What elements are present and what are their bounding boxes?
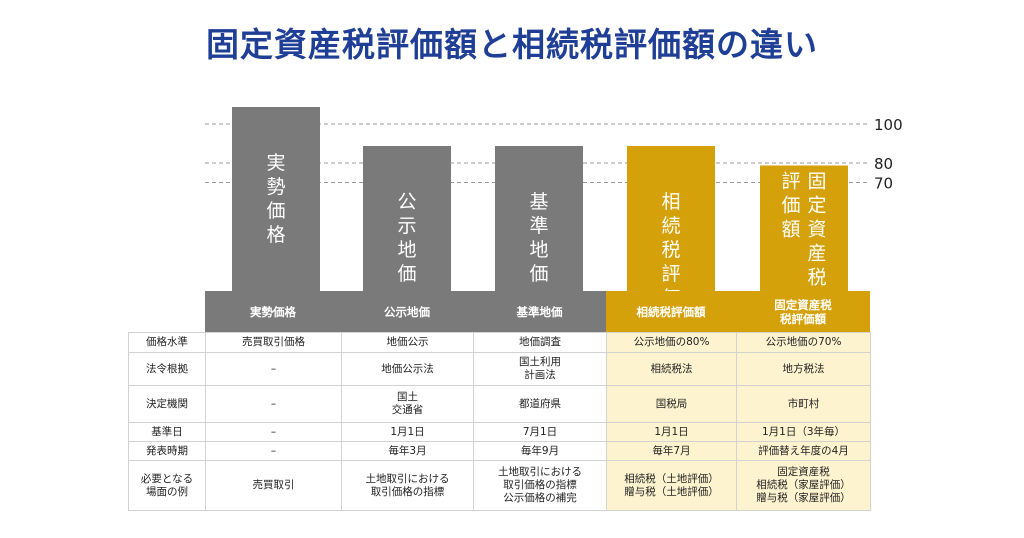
table-cell: 相続税（土地評価） 贈与税（土地評価） bbox=[606, 460, 737, 511]
bar-4 bbox=[627, 146, 715, 291]
table-cell: 地価公示法 bbox=[341, 352, 474, 386]
table-row: 必要となる 場面の例 売買取引 土地取引における 取引価格の指標 土地取引におけ… bbox=[128, 460, 871, 511]
table-cell: 地方税法 bbox=[736, 352, 871, 386]
bar-3 bbox=[495, 146, 583, 291]
row-label: 価格水準 bbox=[128, 332, 206, 353]
table-cell: 市町村 bbox=[736, 385, 871, 423]
table-cell: 公示地価の70% bbox=[736, 332, 871, 353]
table-cell: 1月1日 bbox=[341, 422, 474, 442]
table-row: 法令根拠 – 地価公示法 国土利用 計画法 相続税法 地方税法 bbox=[128, 352, 871, 386]
bar-5 bbox=[760, 165, 848, 291]
table-cell: 土地取引における 取引価格の指標 bbox=[341, 460, 474, 511]
table-row: 発表時期 – 毎年3月 毎年9月 毎年7月 評価替え年度の4月 bbox=[128, 441, 871, 461]
bar-2 bbox=[363, 146, 451, 291]
price-level-chart: 100 80 70 実勢価格 公示地価 基準地価 相続税評価額 固定資産税評価額 bbox=[205, 107, 903, 300]
table-cell: 売買取引価格 bbox=[205, 332, 342, 353]
bar-label-2: 公示地価 bbox=[397, 191, 416, 285]
table-cell: 固定資産税 相続税（家屋評価） 贈与税（家屋評価） bbox=[736, 460, 871, 511]
table-cell: 公示地価の80% bbox=[606, 332, 737, 353]
row-label: 決定機関 bbox=[128, 385, 206, 423]
reference-label-80: 80 bbox=[874, 155, 893, 173]
table-cell: – bbox=[205, 422, 342, 442]
table-cell: 土地取引における 取引価格の指標 公示価格の補完 bbox=[473, 460, 607, 511]
table-cell: 相続税法 bbox=[606, 352, 737, 386]
row-label: 発表時期 bbox=[128, 441, 206, 461]
row-label: 法令根拠 bbox=[128, 352, 206, 386]
table-cell: 売買取引 bbox=[205, 460, 342, 511]
table-cell: – bbox=[205, 385, 342, 423]
table-cell: 毎年9月 bbox=[473, 441, 607, 461]
row-label: 基準日 bbox=[128, 422, 206, 442]
table-cell: 1月1日（3年毎） bbox=[736, 422, 871, 442]
table-cell: – bbox=[205, 352, 342, 386]
bar-label-5-a: 固定資産税 bbox=[807, 171, 826, 289]
table-cell: 7月1日 bbox=[473, 422, 607, 442]
table-row: 基準日 – 1月1日 7月1日 1月1日 1月1日（3年毎） bbox=[128, 422, 871, 442]
table-cell: 国土利用 計画法 bbox=[473, 352, 607, 386]
comparison-table: 価格水準 売買取引価格 地価公示 地価調査 公示地価の80% 公示地価の70% … bbox=[128, 332, 871, 511]
column-header-market-price: 実勢価格 bbox=[205, 291, 341, 332]
table-cell: 毎年3月 bbox=[341, 441, 474, 461]
reference-label-100: 100 bbox=[874, 116, 903, 134]
table-cell: 地価公示 bbox=[341, 332, 474, 353]
bar-1 bbox=[232, 107, 320, 291]
table-cell: 国土 交通省 bbox=[341, 385, 474, 423]
page-title: 固定資産税評価額と相続税評価額の違い bbox=[206, 25, 818, 64]
table-row: 決定機関 – 国土 交通省 都道府県 国税局 市町村 bbox=[128, 385, 871, 423]
column-header-inheritance-tax-value: 相続税評価額 bbox=[606, 291, 736, 332]
column-header-public-land-price: 公示地価 bbox=[341, 291, 473, 332]
column-header-fixed-asset-tax-value: 固定資産税 税評価額 bbox=[736, 291, 870, 332]
table-cell: 毎年7月 bbox=[606, 441, 737, 461]
column-header-standard-land-price: 基準地価 bbox=[473, 291, 606, 332]
bar-label-3: 基準地価 bbox=[529, 191, 548, 285]
row-label: 必要となる 場面の例 bbox=[128, 460, 206, 511]
table-cell: 地価調査 bbox=[473, 332, 607, 353]
table-row: 価格水準 売買取引価格 地価公示 地価調査 公示地価の80% 公示地価の70% bbox=[128, 332, 871, 353]
table-cell: 国税局 bbox=[606, 385, 737, 423]
bar-label-5-b: 評価額 bbox=[781, 171, 800, 241]
table-cell: – bbox=[205, 441, 342, 461]
reference-label-70: 70 bbox=[874, 175, 893, 193]
bar-label-1: 実勢価格 bbox=[266, 152, 285, 246]
bar-label-4: 相続税評価額 bbox=[661, 191, 680, 300]
table-cell: 評価替え年度の4月 bbox=[736, 441, 871, 461]
table-cell: 都道府県 bbox=[473, 385, 607, 423]
table-cell: 1月1日 bbox=[606, 422, 737, 442]
